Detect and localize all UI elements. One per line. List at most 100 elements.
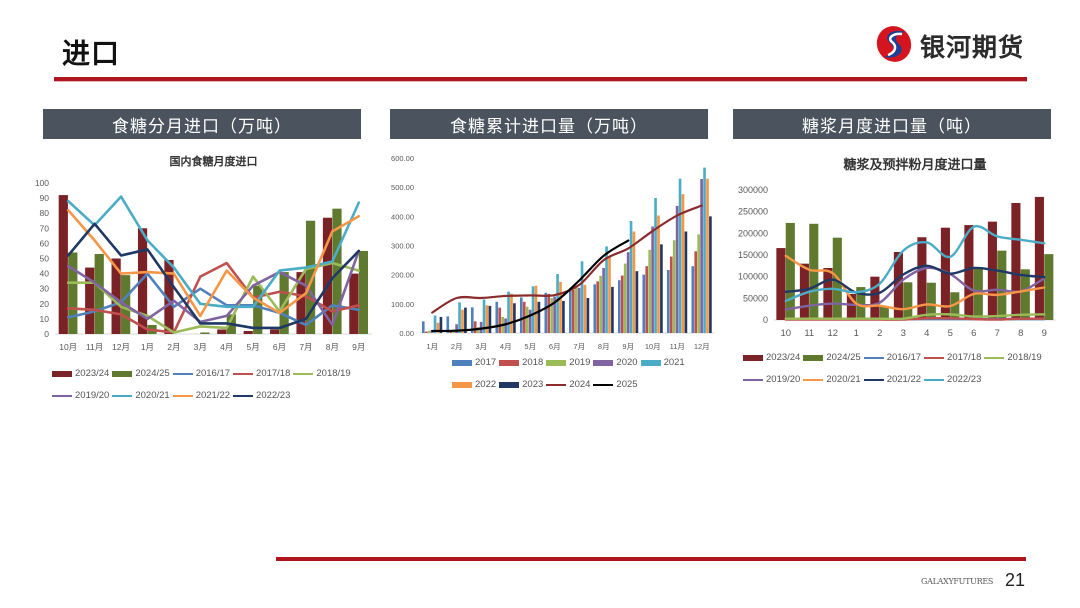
legend-label: 2021/22 [886,374,922,385]
legend-row: 2023/24 2024/25 2016/17 2017/18 2018/19 [52,363,372,385]
legend-label: 2022 [475,379,497,390]
legend-item: 2023/24 [52,363,109,385]
legend-item: 2024 [546,374,590,396]
legend-item: 2016/17 [863,347,922,369]
legend-label: 2018 [522,357,544,368]
legend-label: 2017/18 [947,352,982,363]
svg-text:6月: 6月 [273,342,286,352]
legend-item: 2017/18 [924,347,981,369]
svg-text:11月: 11月 [86,342,103,352]
legend-item: 2025 [593,374,638,396]
svg-text:7: 7 [995,328,1000,339]
legend-label: 2017 [475,357,497,368]
svg-text:9月: 9月 [352,342,365,352]
svg-text:8月: 8月 [326,342,339,352]
svg-text:250000: 250000 [738,207,768,217]
legend-item: 2020 [593,352,638,374]
svg-text:国内食糖月度进口: 国内食糖月度进口 [170,154,258,168]
footer-brand: GALAXYFUTURES [921,577,994,586]
legend-item: 2018/19 [293,363,351,385]
legend-label: 2024/25 [826,352,861,363]
legend-line-swatch-icon [546,384,567,386]
legend-bar-swatch-icon [52,371,72,377]
legend-item: 2024/25 [803,347,861,369]
svg-text:100000: 100000 [738,272,768,282]
legend-line-swatch-icon [293,373,314,375]
legend-row: 2019/20 2020/21 2021/22 2022/23 [52,385,372,407]
legend-line-swatch-icon [172,395,193,397]
svg-text:12月: 12月 [112,342,130,352]
legend-line-swatch-icon [172,373,193,375]
svg-text:7月: 7月 [299,342,312,352]
svg-text:3月: 3月 [475,342,487,351]
legend-bar-swatch-icon [803,355,824,361]
chart-cumulative-sugar-import: 0.00 100.00 200.00 300.00 400.00 500.00 600.00… [380,145,720,355]
legend-label: 2021/22 [195,390,231,401]
legend-line-swatch-icon [233,395,254,397]
svg-text:600.00: 600.00 [391,154,414,163]
svg-text:8月: 8月 [598,342,610,351]
company-logo: 银河期货 [874,26,1024,66]
legend-item: 2022/23 [924,369,981,391]
legend-item: 2018/19 [984,347,1042,369]
legend-label: 2023 [522,379,544,390]
legend-label: 2020/21 [135,390,170,401]
svg-text:6: 6 [971,328,976,339]
page-number: 21 [1005,570,1026,590]
legend-label: 2018/19 [1007,352,1042,363]
legend-item: 2019/20 [743,369,800,391]
legend-row: 2019/20 2020/21 2021/22 2022/23 [743,369,1063,391]
header-divider [54,77,1027,82]
svg-text:5月: 5月 [247,342,260,352]
footer-divider [276,557,1026,561]
svg-text:12: 12 [827,328,838,339]
svg-text:4月: 4月 [220,342,233,352]
svg-text:10: 10 [40,314,50,324]
legend-item: 2016/17 [172,363,230,385]
legend-bar-swatch-icon [112,371,133,377]
svg-text:10月: 10月 [59,342,77,352]
legend-label: 2025 [616,379,638,390]
svg-text:3月: 3月 [194,342,207,352]
svg-text:10月: 10月 [645,342,661,351]
legend-label: 2020/21 [826,374,861,385]
legend-label: 2023/24 [75,368,110,379]
legend-line-swatch-icon [593,384,614,386]
svg-text:300.00: 300.00 [391,242,414,251]
svg-text:糖浆及预拌粉月度进口量: 糖浆及预拌粉月度进口量 [843,157,986,173]
svg-text:10: 10 [780,328,791,339]
legend-label: 2021 [663,357,685,368]
legend-line-swatch-icon [112,395,133,397]
chart-syrup-premix-import: 糖浆及预拌粉月度进口量 0 50000 100000 150000 200000 25000… [720,145,1070,345]
svg-text:3: 3 [901,328,906,339]
legend-item: 2017/18 [233,363,290,385]
legend-item: 2021 [640,352,685,374]
svg-text:50: 50 [40,254,50,264]
legend-item: 2021/22 [172,385,231,407]
legend-bar-swatch-icon [743,355,763,361]
svg-text:150000: 150000 [738,250,768,260]
legend-line-swatch-icon [984,357,1005,359]
legend-item: 2019/20 [52,385,109,407]
svg-text:9: 9 [1042,328,1047,339]
legend-line-swatch-icon [52,395,72,397]
legend-item: 2022 [452,374,496,396]
svg-text:300000: 300000 [738,185,768,195]
panel-heading-monthly-import: 食糖分月进口（万吨） [43,109,361,139]
legend-bar-swatch-icon [546,360,567,366]
svg-text:5: 5 [948,328,953,339]
svg-text:20: 20 [40,299,50,309]
svg-text:1月: 1月 [426,342,438,351]
legend-label: 2017/18 [256,368,291,379]
svg-text:30: 30 [40,284,50,294]
legend-label: 2022/23 [256,390,291,401]
legend-label: 2016/17 [886,352,922,363]
svg-text:4月: 4月 [500,342,512,351]
svg-text:60: 60 [40,238,50,248]
legend-label: 2020 [616,357,638,368]
svg-text:80: 80 [40,208,50,218]
page-title: 进口 [62,37,121,70]
legend-item: 2020/21 [112,385,170,407]
svg-text:40: 40 [40,269,50,279]
legend-line-swatch-icon [863,379,884,381]
